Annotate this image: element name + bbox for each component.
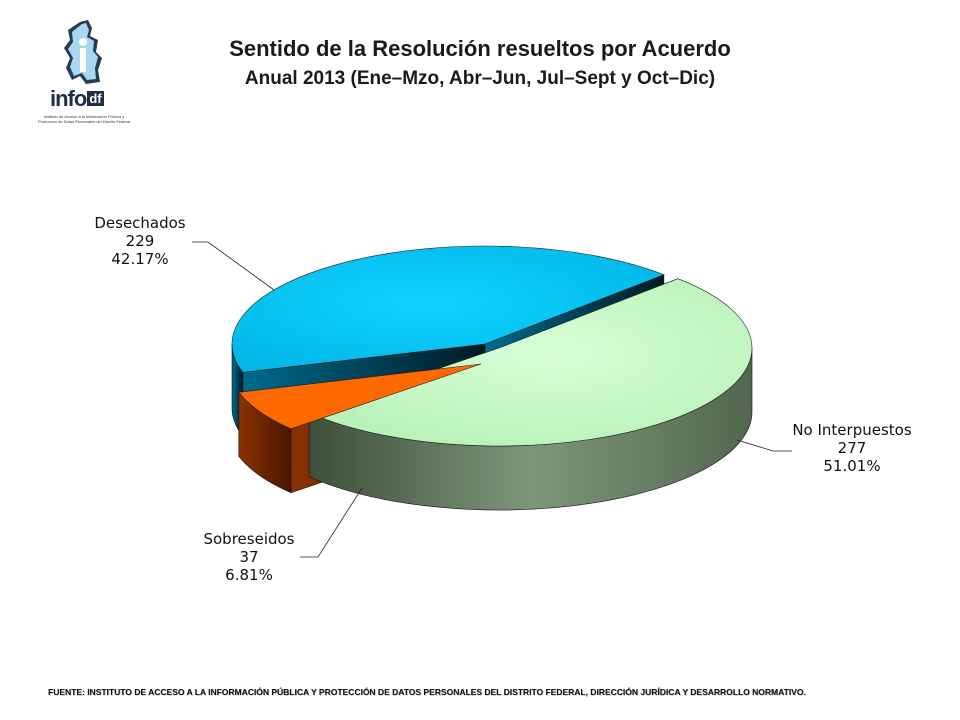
logo-caption: Instituto de Acceso a la Información Púb… — [38, 114, 130, 124]
data-label-sobreseidos-label: Sobreseidos — [203, 530, 294, 548]
slice-no-interpuestos-top — [308, 278, 753, 447]
data-label-sobreseidos-value: 37 — [239, 548, 258, 566]
leader-line-desechados — [192, 241, 275, 291]
leader-line-no-interpuestos — [736, 439, 792, 452]
chart-subtitle: Anual 2013 (Ene–Mzo, Abr–Jun, Jul–Sept y… — [244, 68, 716, 89]
chart-title: Sentido de la Resolución resueltos por A… — [229, 36, 731, 61]
data-label-no-interpuestos-label: No Interpuestos — [792, 421, 912, 439]
infodf-map-logo-icon — [64, 20, 102, 84]
data-label-sobreseidos-percent: 6.81% — [225, 566, 273, 584]
leader-line-sobreseidos — [300, 487, 363, 558]
data-label-no-interpuestos-value: 277 — [838, 439, 867, 457]
source-footnote: FUENTE: INSTITUTO DE ACCESO A LA INFORMA… — [48, 687, 806, 697]
data-label-desechados-label: Desechados — [94, 214, 185, 232]
slice-sobreseidos-top — [238, 363, 482, 430]
data-label-desechados-percent: 42.17% — [111, 250, 168, 268]
infodf-logo: info df Instituto de Acceso a la Informac… — [36, 18, 132, 130]
slice-desechados-top — [231, 245, 665, 373]
data-label-no-interpuestos-percent: 51.01% — [823, 457, 880, 475]
logo-wordmark: info df — [50, 86, 104, 111]
data-label-desechados-value: 229 — [126, 232, 155, 250]
pie-slice-tops — [231, 245, 753, 447]
